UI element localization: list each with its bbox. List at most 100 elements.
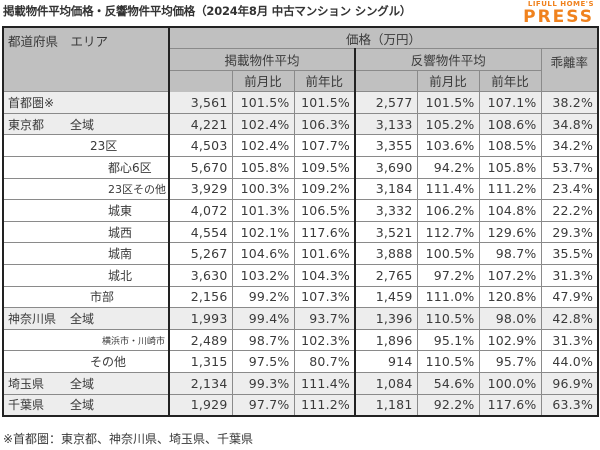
footnote: ※首都圏：東京都、神奈川県、埼玉県、千葉県 [3,432,254,446]
inquiry-yoy: 105.8% [478,156,542,179]
table-row: 城東 4,072 101.3% 106.5% 3,332 106.2% 104.… [2,199,600,222]
prefecture-name: 東京都 [8,117,45,132]
listed-yoy: 102.3% [293,328,356,352]
inquiry-mom: 54.6% [416,372,480,395]
listed-price: 4,503 [168,134,233,158]
inquiry-price: 3,184 [354,177,418,201]
inquiry-mom: 110.5% [416,307,480,330]
inquiry-mom: 100.5% [416,242,480,266]
logo-main-text: PRESS [523,7,594,27]
listed-price: 1,929 [168,393,233,417]
area-label: 埼玉県 全域 [2,372,170,395]
inquiry-mom: 103.6% [416,134,480,158]
inquiry-price: 3,355 [354,134,418,158]
listed-mom: 99.4% [231,307,295,330]
inquiry-yoy: 107.1% [478,91,542,114]
listed-mom: 100.3% [231,177,295,201]
listed-yoy: 101.5% [293,91,356,114]
table-row: 神奈川県 全域 1,993 99.4% 93.7% 1,396 110.5% 98… [2,307,600,330]
header-inquiry-average: 反響物件平均 [354,48,542,71]
inquiry-yoy: 117.6% [478,393,542,417]
listed-mom: 105.8% [231,156,295,179]
header-listed-blank [168,69,233,93]
prefecture-name: 神奈川県 [8,312,57,327]
header-inquiry-yoy: 前年比 [478,69,542,93]
area-label: その他 [2,350,170,373]
inquiry-yoy: 111.2% [478,177,542,201]
gap-rate: 34.8% [540,112,600,136]
inquiry-price: 3,888 [354,242,418,266]
listed-yoy: 93.7% [293,307,356,330]
header-listed-average: 掲載物件平均 [168,48,356,71]
area-label: 23区その他 [2,177,170,201]
prefecture-name: 千葉県 [8,398,45,413]
listed-mom: 104.6% [231,242,295,266]
inquiry-mom: 101.5% [416,91,480,114]
listed-price: 5,670 [168,156,233,179]
listed-yoy: 106.3% [293,112,356,136]
area-name: 全域 [70,398,95,413]
listed-price: 2,156 [168,285,233,309]
table-row: 千葉県 全域 1,929 97.7% 111.2% 1,181 92.2% 117… [2,393,600,417]
listed-price: 3,630 [168,264,233,287]
inquiry-yoy: 98.7% [478,242,542,266]
gap-rate: 22.2% [540,199,600,222]
listed-mom: 98.7% [231,328,295,352]
listed-mom: 97.7% [231,393,295,417]
inquiry-mom: 111.0% [416,285,480,309]
area-label: 城北 [2,264,170,287]
listed-yoy: 109.5% [293,156,356,179]
inquiry-price: 2,765 [354,264,418,287]
area-name: 全域 [70,117,95,132]
inquiry-mom: 97.2% [416,264,480,287]
listed-price: 1,993 [168,307,233,330]
header-listed-mom: 前月比 [231,69,295,93]
logo-top-text: LIFULL HOME'S [527,0,594,8]
listed-mom: 99.3% [231,372,295,395]
table-row: 市部 2,156 99.2% 107.3% 1,459 111.0% 120.8… [2,285,600,309]
page-title: 掲載物件平均価格・反響物件平均価格（2024年8月 中古マンション シングル） [3,4,412,18]
inquiry-mom: 105.2% [416,112,480,136]
inquiry-yoy: 100.0% [478,372,542,395]
table-row: 23区その他 3,929 100.3% 109.2% 3,184 111.4% … [2,177,600,201]
inquiry-price: 914 [354,350,418,373]
area-label: 市部 [2,285,170,309]
listed-price: 3,929 [168,177,233,201]
header-gap-rate: 乖離率 [540,48,600,93]
listed-price: 1,315 [168,350,233,373]
inquiry-yoy: 129.6% [478,220,542,244]
listed-mom: 103.2% [231,264,295,287]
inquiry-yoy: 95.7% [478,350,542,373]
inquiry-mom: 110.5% [416,350,480,373]
listed-yoy: 109.2% [293,177,356,201]
listed-yoy: 111.4% [293,372,356,395]
listed-yoy: 111.2% [293,393,356,417]
inquiry-mom: 112.7% [416,220,480,244]
listed-price: 2,134 [168,372,233,395]
gap-rate: 38.2% [540,91,600,114]
gap-rate: 29.3% [540,220,600,244]
table-row: 横浜市・川崎市 2,489 98.7% 102.3% 1,896 95.1% 1… [2,328,600,352]
listed-yoy: 80.7% [293,350,356,373]
area-label: 23区 [2,134,170,158]
gap-rate: 96.9% [540,372,600,395]
listed-yoy: 107.7% [293,134,356,158]
listed-price: 4,554 [168,220,233,244]
listed-price: 4,072 [168,199,233,222]
gap-rate: 23.4% [540,177,600,201]
table-row: 首都圏※ 3,561 101.5% 101.5% 2,577 101.5% 10… [2,91,600,114]
table-row: 城西 4,554 102.1% 117.6% 3,521 112.7% 129.… [2,220,600,244]
inquiry-price: 3,133 [354,112,418,136]
inquiry-price: 3,521 [354,220,418,244]
inquiry-yoy: 98.0% [478,307,542,330]
listed-price: 3,561 [168,91,233,114]
area-label: 首都圏※ [2,91,170,114]
area-label: 城東 [2,199,170,222]
inquiry-price: 1,181 [354,393,418,417]
area-label: 東京都 全域 [2,112,170,136]
gap-rate: 53.7% [540,156,600,179]
area-label: 横浜市・川崎市 [2,328,170,352]
table-row: 城北 3,630 103.2% 104.3% 2,765 97.2% 107.2… [2,264,600,287]
table-row: その他 1,315 97.5% 80.7% 914 110.5% 95.7% 4… [2,350,600,373]
area-label: 千葉県 全域 [2,393,170,417]
